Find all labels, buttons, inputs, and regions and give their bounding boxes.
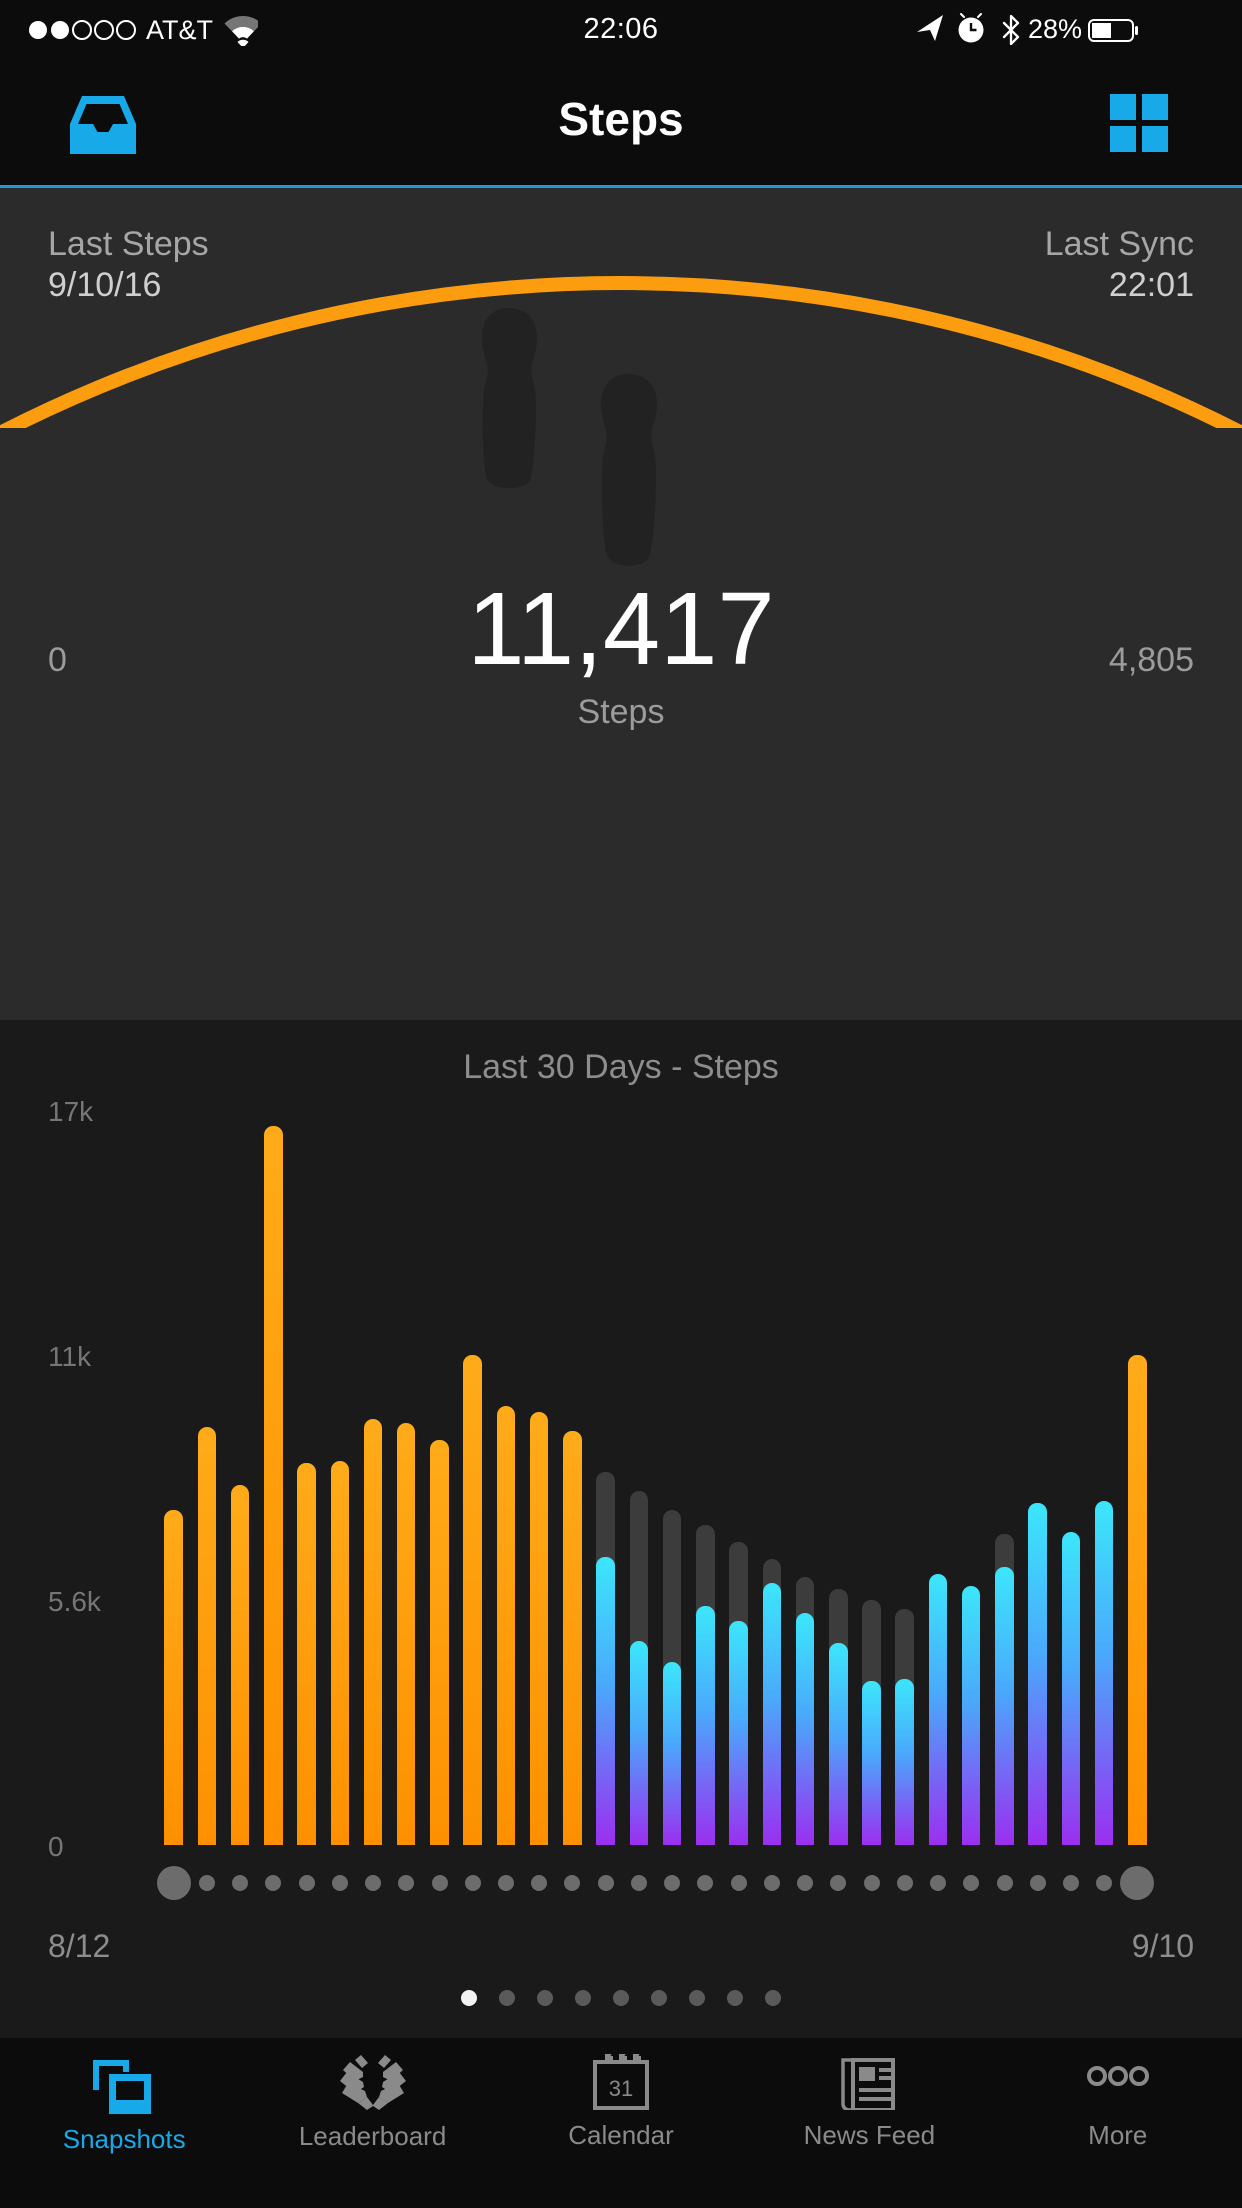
svg-text:31: 31 — [609, 2076, 633, 2101]
svg-text:28%: 28% — [1028, 14, 1082, 44]
svg-text:AT&T: AT&T — [146, 15, 213, 45]
